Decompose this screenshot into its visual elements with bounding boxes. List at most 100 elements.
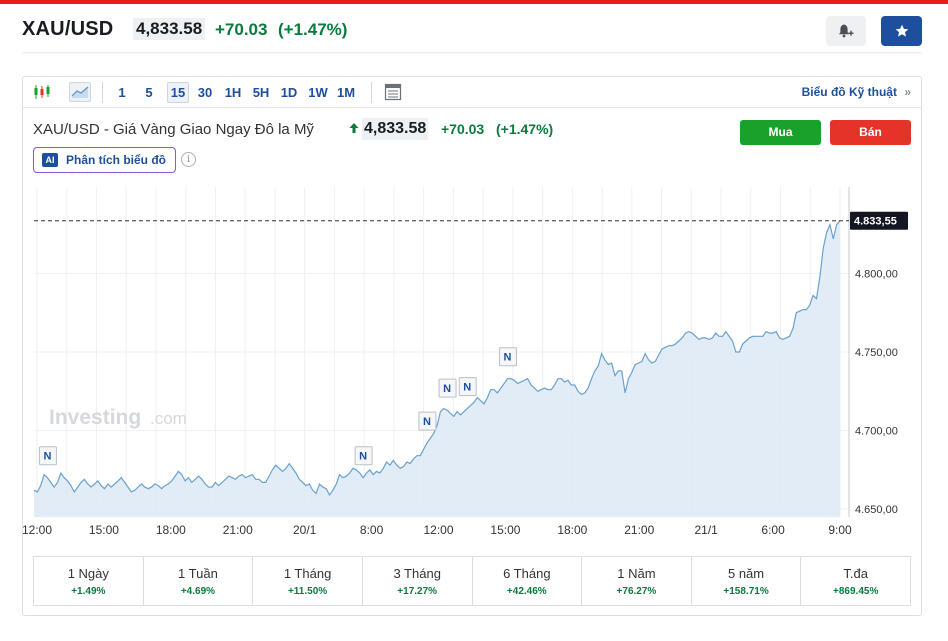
header-divider xyxy=(22,52,922,54)
watermark-logo: Investing xyxy=(49,406,141,429)
header-change: +70.03 xyxy=(215,20,268,39)
performance-period: 1 Tháng xyxy=(283,566,332,581)
performance-value: +158.71% xyxy=(723,586,769,597)
instrument-price: 4,833.58 xyxy=(362,118,429,140)
buy-button[interactable]: Mua xyxy=(740,120,821,145)
price-line xyxy=(33,220,841,497)
performance-cell[interactable]: 1 Ngày +1.49% xyxy=(34,557,144,605)
timeframe-15[interactable]: 15 xyxy=(167,82,189,103)
news-marker xyxy=(499,347,518,367)
performance-cell[interactable]: 5 năm +158.71% xyxy=(692,557,802,605)
y-tick-label: 4.750,00 xyxy=(855,347,898,359)
x-tick-label: 12:00 xyxy=(423,523,453,537)
ai-chart-analysis-label: Phân tích biểu đồ xyxy=(66,153,167,167)
news-marker-label: N xyxy=(423,416,431,428)
table-icon[interactable] xyxy=(383,82,403,102)
news-marker-label: N xyxy=(359,451,367,463)
toolbar-separator xyxy=(102,82,103,103)
add-to-watchlist-button[interactable] xyxy=(881,16,922,46)
performance-value: +42.46% xyxy=(506,586,547,597)
news-marker xyxy=(418,411,437,431)
performance-value: +869.45% xyxy=(833,586,879,597)
timeframe-1d[interactable]: 1D xyxy=(280,85,298,100)
performance-period: T.đa xyxy=(843,566,868,581)
double-chevron-right-icon: » xyxy=(904,85,911,99)
news-marker xyxy=(38,446,57,466)
x-tick-label: 6:00 xyxy=(761,523,785,537)
technical-chart-link[interactable]: Biểu đồ Kỹ thuật » xyxy=(802,85,911,99)
timeframe-5[interactable]: 5 xyxy=(145,85,153,100)
news-marker xyxy=(458,377,477,397)
chart-toolbar: 1 5 15 30 1H 5H 1D 1W 1M Biểu đồ Kỹ thuậ… xyxy=(23,77,921,108)
info-icon[interactable]: i xyxy=(181,152,196,167)
instrument-change: +70.03 xyxy=(441,121,485,137)
performance-period: 1 Ngày xyxy=(67,566,109,581)
performance-cell[interactable]: 6 Tháng +42.46% xyxy=(473,557,583,605)
timeframe-30[interactable]: 30 xyxy=(197,85,213,100)
toolbar-separator xyxy=(371,82,372,103)
timeframe-1[interactable]: 1 xyxy=(118,85,126,100)
header-price: 4,833.58 xyxy=(133,18,206,40)
y-tick-label: 4.800,00 xyxy=(855,268,898,280)
x-tick-label: 20/1 xyxy=(293,523,317,537)
instrument-name: XAU/USD - Giá Vàng Giao Ngay Đô la Mỹ xyxy=(33,121,314,138)
performance-cell[interactable]: 1 Tháng +11.50% xyxy=(253,557,363,605)
performance-strip: 1 Ngày +1.49% 1 Tuần +4.69% 1 Tháng +11.50% 3 … xyxy=(33,556,911,606)
up-arrow-icon xyxy=(349,123,359,133)
x-tick-label: 9:00 xyxy=(828,523,852,537)
news-marker-label: N xyxy=(463,382,471,394)
price-area-fill xyxy=(34,220,840,517)
timeframe-1w[interactable]: 1W xyxy=(308,85,328,100)
performance-period: 5 năm xyxy=(727,566,765,581)
top-accent-bar xyxy=(0,0,948,4)
performance-cell[interactable]: 1 Năm +76.27% xyxy=(582,557,692,605)
instrument-header: XAU/USD 4,833.58 +70.03 (+1.47%) xyxy=(0,4,948,54)
watermark-logo-suffix: .com xyxy=(150,409,187,428)
x-tick-label: 18:00 xyxy=(557,523,587,537)
timeframe-1m[interactable]: 1M xyxy=(336,85,356,100)
x-tick-label: 18:00 xyxy=(156,523,186,537)
performance-cell[interactable]: 3 Tháng +17.27% xyxy=(363,557,473,605)
area-chart-icon[interactable] xyxy=(69,82,91,102)
y-tick-label: 4.700,00 xyxy=(855,426,898,438)
performance-value: +1.49% xyxy=(71,586,106,597)
performance-period: 6 Tháng xyxy=(503,566,551,581)
performance-cell[interactable]: 1 Tuần +4.69% xyxy=(144,557,254,605)
x-tick-label: 15:00 xyxy=(490,523,520,537)
y-tick-label: 4.650,00 xyxy=(855,504,898,516)
x-tick-label: 21:00 xyxy=(624,523,654,537)
x-tick-label: 21:00 xyxy=(223,523,253,537)
performance-period: 1 Năm xyxy=(617,566,656,581)
page-title: XAU/USD xyxy=(22,18,114,40)
star-icon xyxy=(895,24,908,37)
current-price-badge xyxy=(850,211,908,230)
x-tick-label: 12:00 xyxy=(23,523,52,537)
performance-value: +4.69% xyxy=(180,586,216,597)
news-marker-label: N xyxy=(504,352,512,364)
news-marker xyxy=(354,446,373,466)
performance-cell[interactable]: T.đa +869.45% xyxy=(801,557,910,605)
chart-card: 1 5 15 30 1H 5H 1D 1W 1M Biểu đồ Kỹ thuậ… xyxy=(22,76,922,616)
news-marker-label: N xyxy=(43,451,51,463)
x-tick-label: 15:00 xyxy=(89,523,119,537)
x-tick-label: 8:00 xyxy=(360,523,384,537)
x-tick-label: 21/1 xyxy=(694,523,718,537)
performance-value: +76.27% xyxy=(616,586,657,597)
ai-badge-icon: AI xyxy=(42,153,58,167)
header-change-pct: (+1.47%) xyxy=(278,20,348,39)
create-alert-button[interactable] xyxy=(826,16,866,46)
ai-chart-analysis-button[interactable]: AI Phân tích biểu đồ xyxy=(33,147,176,173)
candlestick-icon[interactable] xyxy=(32,82,52,102)
current-price-label: 4.833,55 xyxy=(854,216,897,228)
performance-period: 1 Tuần xyxy=(178,566,218,581)
news-marker xyxy=(438,378,457,398)
news-marker-label: N xyxy=(443,383,451,395)
performance-value: +11.50% xyxy=(287,586,328,597)
sell-button[interactable]: Bán xyxy=(830,120,911,145)
timeframe-5h[interactable]: 5H xyxy=(252,85,270,100)
timeframe-1h[interactable]: 1H xyxy=(224,85,242,100)
performance-value: +17.27% xyxy=(397,586,438,597)
technical-chart-link-label: Biểu đồ Kỹ thuật xyxy=(801,85,897,99)
bell-plus-icon xyxy=(839,24,854,38)
price-chart[interactable]: Investing .com 4.833,55 4.800,00 4.750,00 4.7… xyxy=(23,177,921,547)
